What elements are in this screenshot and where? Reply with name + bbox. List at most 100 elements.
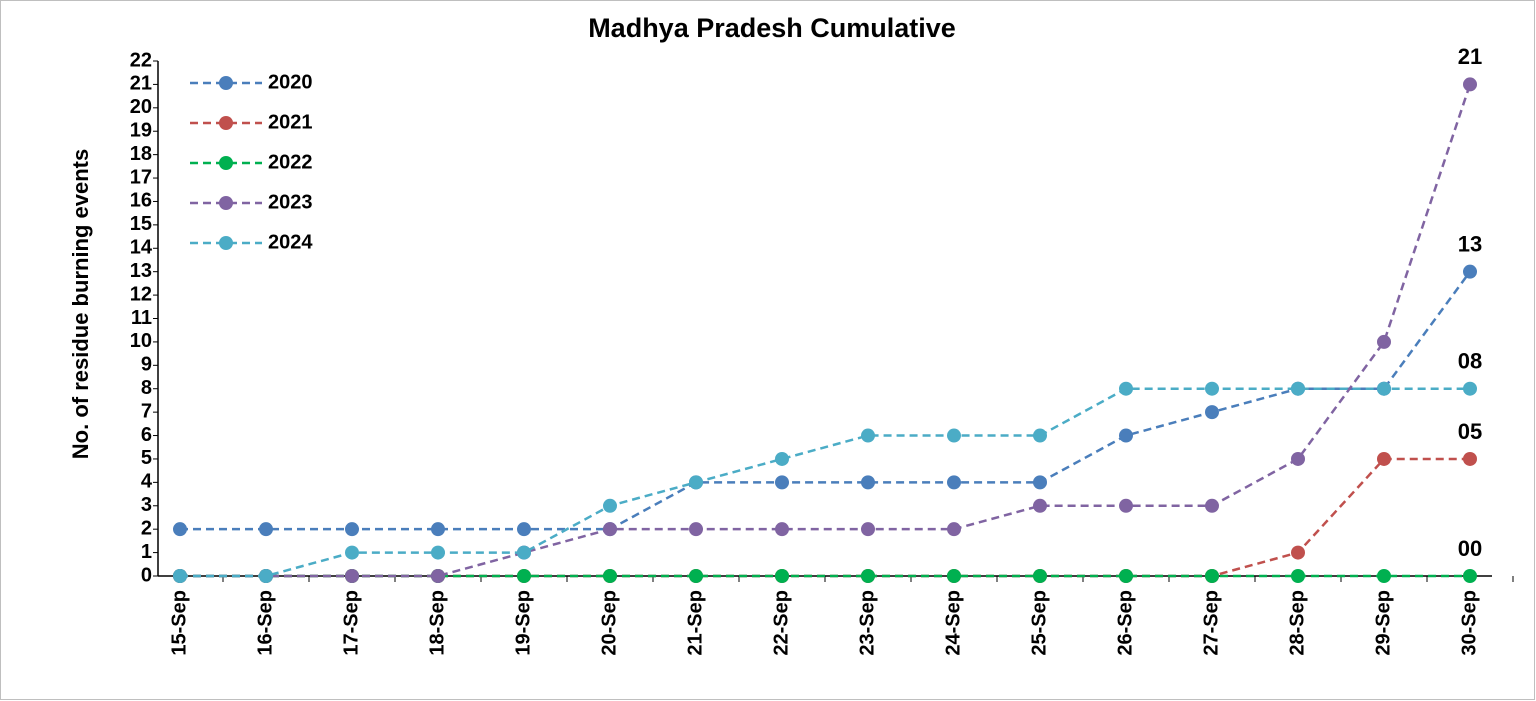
y-tick-label: 18	[130, 143, 152, 165]
data-point	[689, 522, 703, 537]
data-point	[1119, 498, 1133, 513]
y-tick-label: 6	[141, 424, 152, 446]
legend-marker	[219, 196, 233, 210]
x-tick-label: 23-Sep	[856, 590, 878, 656]
y-tick-label: 16	[130, 190, 152, 212]
data-point	[431, 545, 445, 560]
x-tick-label: 24-Sep	[942, 590, 964, 656]
data-point	[775, 522, 789, 537]
data-point	[1033, 498, 1047, 513]
y-tick-label: 5	[141, 447, 152, 469]
data-point	[1291, 381, 1305, 396]
y-tick-label: 8	[141, 377, 152, 399]
x-tick-label: 17-Sep	[340, 590, 362, 656]
data-point	[259, 569, 273, 583]
data-point	[1119, 428, 1133, 443]
legend-marker	[219, 156, 233, 170]
data-point	[1463, 451, 1477, 466]
y-tick-label: 3	[141, 494, 152, 516]
data-point	[1119, 569, 1133, 583]
data-point	[1119, 381, 1133, 396]
data-point	[947, 428, 961, 443]
data-point	[173, 569, 187, 583]
legend-label: 2023	[268, 191, 313, 213]
data-point	[861, 569, 875, 583]
x-tick-label: 29-Sep	[1372, 590, 1394, 656]
data-point	[1377, 381, 1391, 396]
data-point	[947, 475, 961, 490]
y-tick-label: 22	[130, 49, 152, 71]
legend-label: 2022	[268, 151, 313, 173]
data-point	[345, 569, 359, 583]
data-point	[345, 545, 359, 560]
data-point	[431, 522, 445, 537]
data-point	[1291, 451, 1305, 466]
legend-marker	[219, 236, 233, 250]
legend-label: 2024	[268, 231, 313, 253]
series-line	[180, 84, 1472, 578]
data-point	[861, 522, 875, 537]
data-point	[1377, 569, 1391, 583]
data-point	[1463, 569, 1477, 583]
data-point	[517, 569, 531, 583]
data-point	[1205, 569, 1219, 583]
data-point	[173, 522, 187, 537]
y-tick-label: 17	[130, 166, 152, 188]
x-tick-label: 21-Sep	[684, 590, 706, 656]
y-tick-label: 0	[141, 564, 152, 586]
x-tick-label: 22-Sep	[770, 590, 792, 656]
data-point	[259, 522, 273, 537]
y-tick-label: 12	[130, 283, 152, 305]
data-point	[1463, 264, 1477, 279]
data-point	[1291, 569, 1305, 583]
data-point	[517, 522, 531, 537]
data-point	[603, 522, 617, 537]
data-point	[517, 545, 531, 560]
y-tick-label: 9	[141, 354, 152, 376]
data-point	[1377, 334, 1391, 349]
x-tick-label: 25-Sep	[1028, 590, 1050, 656]
data-point	[947, 522, 961, 537]
data-point	[1291, 545, 1305, 560]
y-tick-label: 15	[130, 213, 152, 235]
data-point	[1033, 569, 1047, 583]
chart-title: Madhya Pradesh Cumulative	[588, 13, 956, 43]
data-point	[1033, 475, 1047, 490]
data-label: 21	[1458, 44, 1482, 69]
data-point	[775, 569, 789, 583]
data-point	[603, 569, 617, 583]
x-tick-label: 28-Sep	[1286, 590, 1308, 656]
data-point	[1205, 381, 1219, 396]
legend-marker	[219, 76, 233, 90]
series-line	[180, 270, 1472, 531]
data-label: 05	[1458, 419, 1482, 444]
series-line	[180, 387, 1470, 578]
data-point	[345, 522, 359, 537]
y-tick-label: 19	[130, 120, 152, 142]
data-point	[1377, 451, 1391, 466]
y-tick-label: 7	[141, 400, 152, 422]
x-tick-label: 15-Sep	[168, 590, 190, 656]
data-point	[775, 475, 789, 490]
legend-label: 2021	[268, 111, 313, 133]
data-label: 13	[1458, 231, 1482, 256]
x-tick-label: 20-Sep	[598, 590, 620, 656]
data-point	[861, 475, 875, 490]
y-tick-label: 10	[130, 330, 152, 352]
data-point	[1033, 428, 1047, 443]
data-point	[1463, 381, 1477, 396]
y-tick-label: 2	[141, 517, 152, 539]
x-tick-label: 26-Sep	[1114, 590, 1136, 656]
y-tick-label: 13	[130, 260, 152, 282]
y-tick-label: 1	[141, 541, 152, 563]
data-point	[603, 498, 617, 513]
legend-label: 2020	[268, 71, 313, 93]
legend-marker	[219, 116, 233, 130]
x-tick-label: 19-Sep	[512, 590, 534, 656]
y-tick-label: 14	[130, 237, 153, 259]
data-point	[947, 569, 961, 583]
x-tick-label: 27-Sep	[1200, 590, 1222, 656]
data-point	[861, 428, 875, 443]
